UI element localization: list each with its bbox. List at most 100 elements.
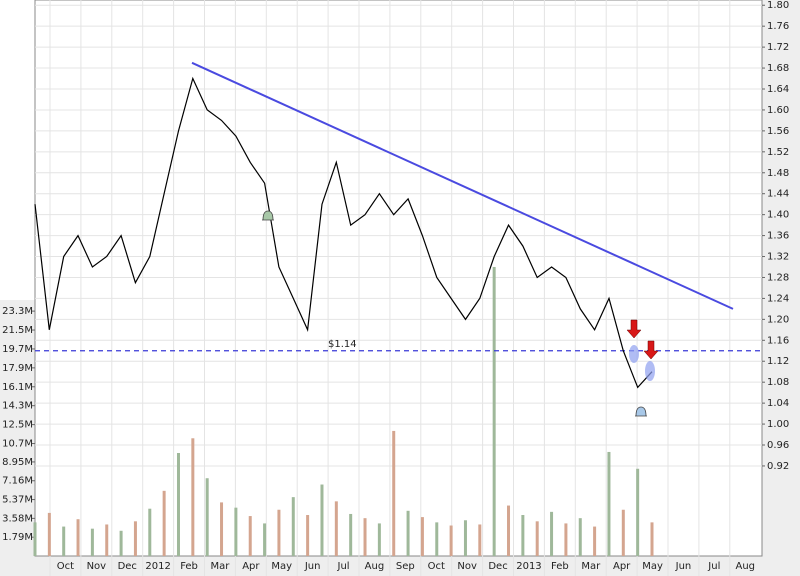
volume-bar [564,523,568,556]
volume-bar [478,524,482,556]
volume-bar [234,507,238,556]
y2-tick-label: 5.37M [2,495,33,506]
y-tick-label: 1.52 [767,147,789,158]
y-tick-label: 1.00 [767,419,789,430]
y-tick-label: 1.80 [767,0,789,11]
price-line [34,76,653,389]
x-tick-label: Jun [675,561,692,572]
volume-bar [550,511,554,556]
volume-bar [277,509,281,556]
y-tick-label: 1.24 [767,293,789,304]
x-tick-label: Mar [211,561,231,572]
highlight [629,345,639,363]
x-tick-label: Nov [457,561,477,572]
x-tick-label: Apr [613,561,631,572]
volume-bar [363,518,367,556]
volume-bar [463,520,467,556]
price-layer: $1.14 [34,61,762,389]
y2-tick-label: 17.9M [2,363,33,374]
volume-bar [320,484,324,556]
volume-bar [76,519,80,556]
x-tick-label: Apr [242,561,260,572]
highlight [645,361,655,381]
arrow-marker [643,340,659,360]
y-tick-label: 1.08 [767,377,789,388]
y2-tick-label: 1.79M [2,532,33,543]
y2-tick-label: 14.3M [2,401,33,412]
volume-bar [291,497,295,556]
y-tick-label: 1.64 [767,84,789,95]
volume-bar [449,525,453,556]
y2-tick-label: 8.95M [2,457,33,468]
y-tick-label: 1.40 [767,210,789,221]
x-tick-label: Oct [428,561,445,572]
right-axis-band [762,0,800,576]
bell-icon [635,406,647,417]
volume-bar [420,517,424,556]
volume-bar [263,523,267,556]
x-tick-label: Sep [396,561,415,572]
volume-bar [507,505,511,556]
volume-bar [90,528,94,556]
y-tick-label: 1.36 [767,231,789,242]
x-tick-label: Nov [87,561,107,572]
y-tick-label: 1.48 [767,168,789,179]
y-tick-label: 1.72 [767,42,789,53]
volume-bar [205,478,209,556]
y-tick-label: 1.16 [767,335,789,346]
y2-tick-label: 19.7M [2,344,33,355]
x-tick-label: Jul [337,561,350,572]
y-tick-label: 1.44 [767,189,789,200]
volume-bar [334,501,338,556]
x-tick-label: Mar [581,561,601,572]
x-tick-label: 2012 [145,561,170,572]
volume-bar [105,524,109,556]
volume-bar [33,522,37,556]
volume-bar [435,522,439,556]
y2-tick-label: 21.5M [2,325,33,336]
y-tick-label: 0.92 [767,461,789,472]
x-tick-label: 2013 [516,561,541,572]
x-tick-label: Dec [488,561,507,572]
x-tick-label: Feb [180,561,198,572]
y-tick-label: 1.60 [767,105,789,116]
y-tick-label: 1.32 [767,252,789,263]
y-tick-label: 1.76 [767,21,789,32]
volume-bar [47,512,51,556]
x-tick-label: Aug [735,561,755,572]
volume-bar [377,523,381,556]
y2-tick-label: 23.3M [2,306,33,317]
plot-area [34,0,763,557]
volume-bar [578,518,582,556]
volume-bar [650,522,654,556]
volume-bar [176,452,180,556]
y-tick-label: 0.96 [767,440,789,451]
y2-tick-label: 3.58M [2,513,33,524]
y-tick-label: 1.20 [767,314,789,325]
volume-bar [621,509,625,556]
trendline [191,61,734,310]
volume-bar [349,513,353,556]
volume-bar [392,430,396,556]
markers [262,210,659,417]
volume-bar [191,438,195,556]
y2-tick-label: 7.16M [2,476,33,487]
volume-bar [162,490,166,556]
volume-bar [607,451,611,556]
arrow-marker [626,319,642,339]
bottom-axis-band [0,556,800,576]
x-tick-label: May [642,561,663,572]
x-tick-label: Jul [707,561,720,572]
volume-bar [248,516,252,556]
x-tick-label: Dec [118,561,137,572]
volume-bar [593,526,597,556]
left-axis-band [0,300,35,556]
y-tick-label: 1.68 [767,63,789,74]
x-tick-label: Aug [365,561,385,572]
y2-tick-label: 12.5M [2,420,33,431]
x-tick-label: Oct [57,561,74,572]
volume-bar [535,521,539,556]
y-tick-label: 1.04 [767,398,789,409]
x-tick-label: Feb [551,561,569,572]
